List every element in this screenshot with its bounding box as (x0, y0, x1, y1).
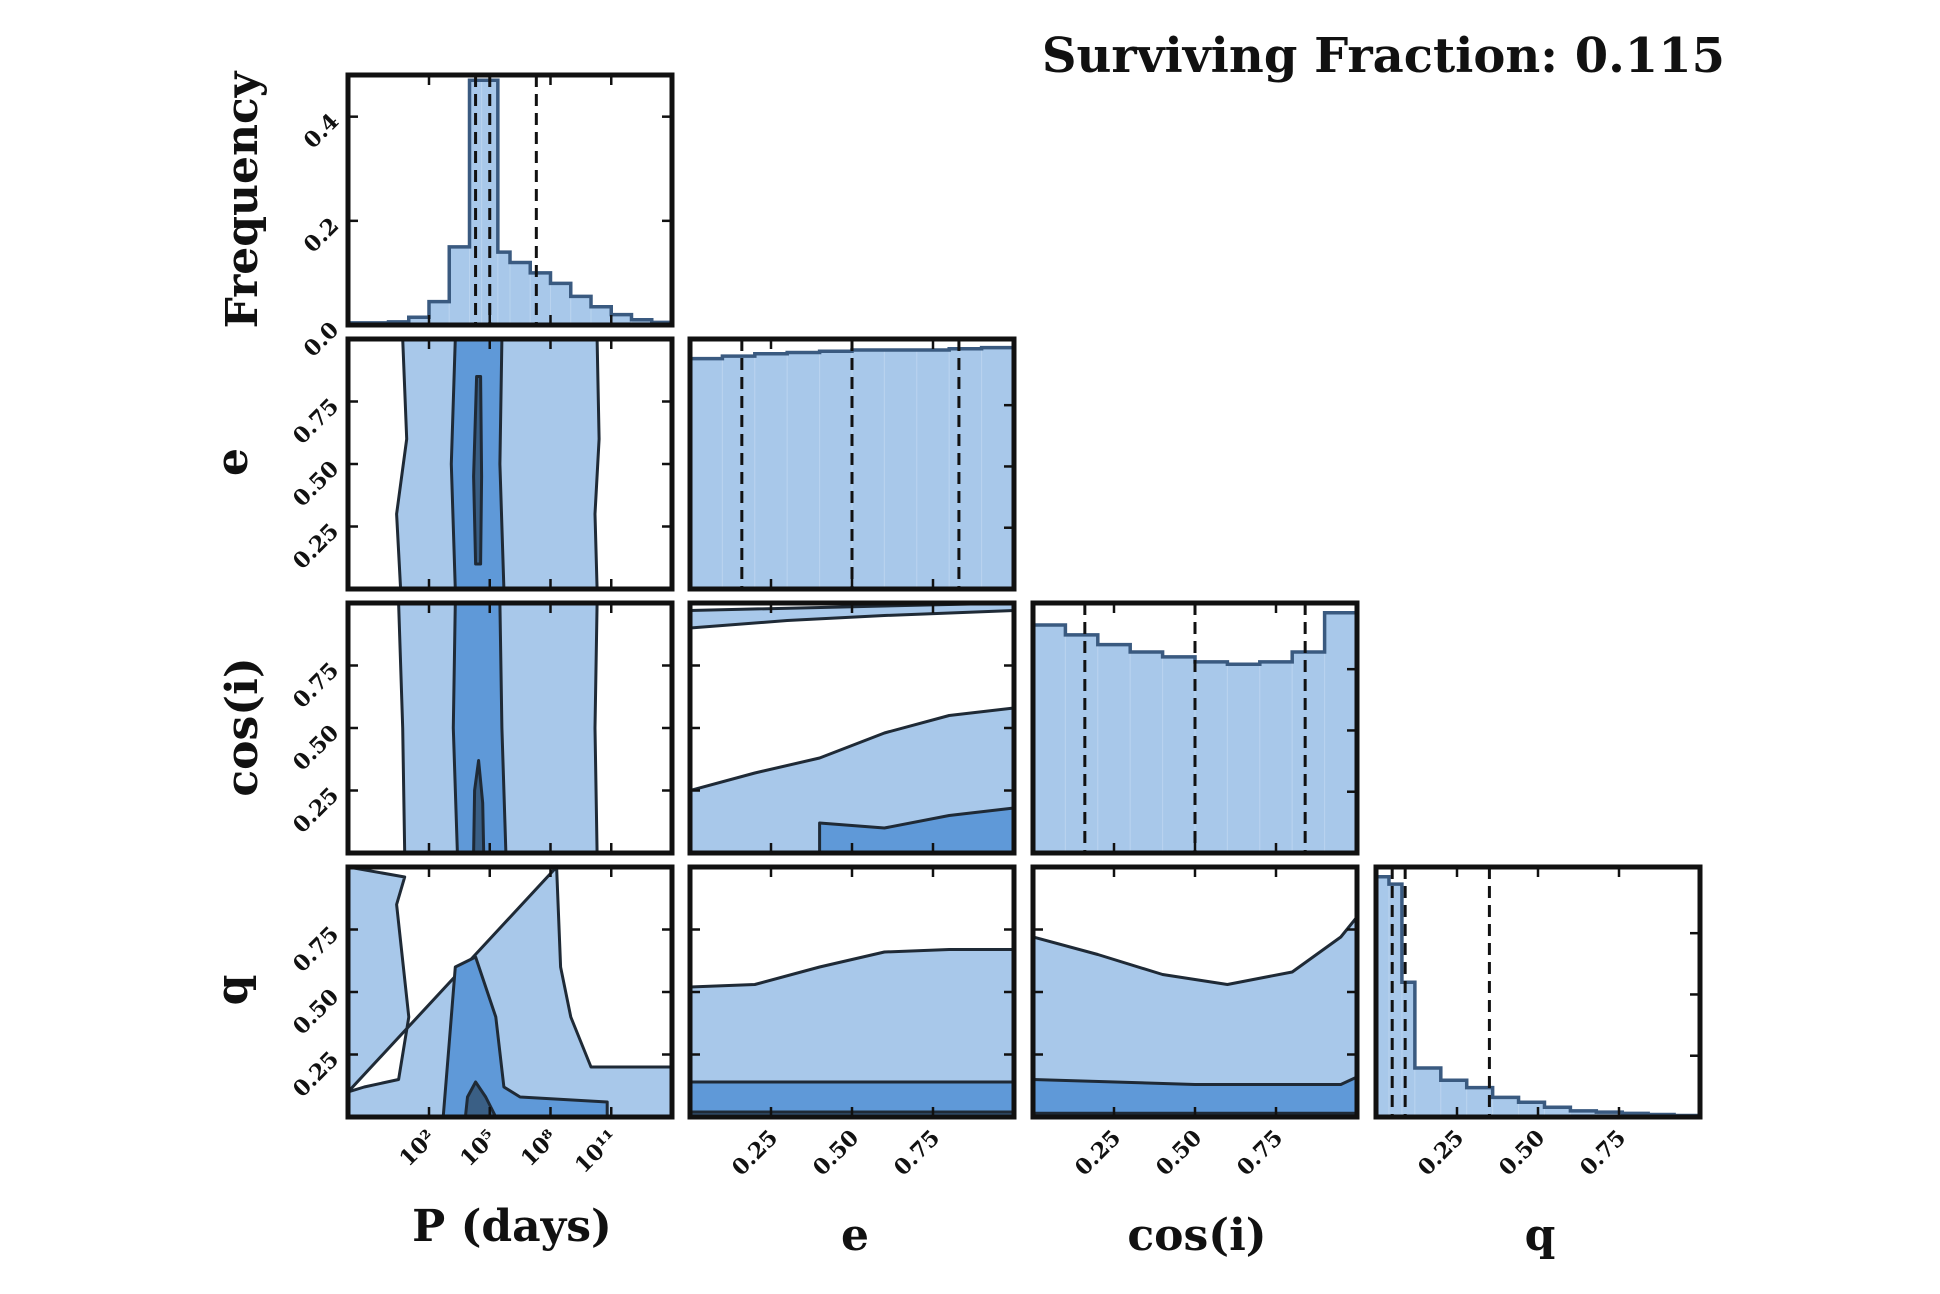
histogram-bar-q (1414, 1067, 1442, 1117)
x-tick-label-P: 10⁵ (455, 1125, 502, 1172)
contour-panel-cosi-q: 0.25 0.50 0.75 (1030, 864, 1360, 1181)
histogram-panel-cosi (1030, 600, 1360, 856)
histogram-outline-q (1376, 875, 1700, 1117)
contour-level-2 (451, 603, 508, 853)
histogram-bar-P (497, 251, 511, 325)
histogram-bar-e (690, 358, 723, 589)
panel-frame (345, 72, 675, 328)
histogram-panel-P: 0.0 0.2 0.4 (299, 72, 675, 362)
histogram-outline-P (348, 78, 672, 325)
contour-level-3 (472, 759, 486, 853)
y-tick-label-cosi: 0.50 (288, 720, 344, 776)
histogram-bar-P (509, 262, 531, 325)
x-tick-label-e: 0.75 (889, 1125, 945, 1181)
contour-level-3 (472, 375, 484, 566)
histogram-bar-e (786, 351, 821, 589)
histogram-bar-e (916, 349, 950, 589)
q-axis-label-bottom: q (1525, 1210, 1556, 1261)
histogram-bar-e (948, 348, 983, 589)
histogram-bar-P (570, 295, 592, 325)
histogram-bar-cosi (1129, 651, 1164, 853)
y-tick-label-e: 0.25 (288, 518, 344, 574)
histogram-bar-cosi (1162, 656, 1196, 853)
histogram-bar-cosi (1033, 624, 1066, 853)
y-tick-label-e: 0.50 (288, 456, 344, 512)
histogram-bar-cosi (1259, 661, 1293, 853)
histogram-bar-e (883, 349, 918, 589)
y-tick-label-q: 0.50 (288, 984, 344, 1040)
histogram-bar-e (851, 349, 885, 589)
contour-level-1 (690, 603, 1014, 853)
cosi-axis-label-bottom: cos(i) (1127, 1210, 1266, 1261)
x-tick-label-cosi: 0.25 (1070, 1125, 1126, 1181)
contour-level-1 (690, 948, 1014, 1117)
histogram-bar-cosi (1097, 644, 1131, 853)
x-tick-label-e: 0.25 (727, 1125, 783, 1181)
histogram-panel-e (687, 336, 1017, 592)
histogram-panel-q: 0.25 0.50 0.75 (1373, 864, 1703, 1181)
histogram-bar-cosi (1291, 651, 1326, 853)
y-tick-label-frequency: 0.4 (299, 109, 344, 154)
e-axis-label-left: e (207, 448, 258, 476)
histogram-bar-q (1440, 1079, 1468, 1117)
x-tick-label-cosi: 0.75 (1232, 1125, 1288, 1181)
cosi-axis-label-left: cos(i) (217, 657, 268, 796)
P-axis-label-bottom: P (days) (412, 1201, 612, 1252)
histogram-bar-P (550, 282, 572, 325)
x-tick-label-q: 0.25 (1413, 1125, 1469, 1181)
contour-level-1 (348, 867, 672, 1117)
contour-level-2 (818, 806, 1014, 853)
contour-panel-e-cosi (687, 600, 1017, 856)
histogram-bar-e (819, 350, 853, 589)
histogram-bar-P (448, 246, 470, 325)
contour-level-2 (441, 955, 609, 1117)
q-axis-label-left: q (207, 975, 258, 1006)
x-tick-label-q: 0.75 (1575, 1125, 1631, 1181)
histogram-bar-cosi (1324, 612, 1357, 853)
histogram-bar-e (721, 355, 756, 589)
histogram-bar-P (428, 301, 450, 325)
chart-title: Surviving Fraction: 0.115 (1042, 28, 1725, 84)
y-tick-label-cosi: 0.75 (288, 657, 344, 713)
histogram-bar-cosi (1064, 634, 1099, 853)
y-tick-label-q: 0.75 (288, 921, 344, 977)
histogram-bar-e (981, 347, 1014, 589)
frequency-axis-label: Frequency (217, 70, 268, 328)
contour-panel-P-cosi: 0.25 0.50 0.75 (288, 600, 675, 856)
histogram-bar-P (590, 306, 612, 325)
y-tick-label-frequency: 0.0 (299, 317, 344, 362)
contour-panel-e-q: 0.25 0.50 0.75 (687, 864, 1017, 1181)
histogram-outline-e (690, 345, 1014, 589)
x-tick-label-P: 10⁸ (516, 1125, 563, 1172)
contour-panel-P-e: 0.25 0.50 0.75 (288, 336, 675, 592)
histogram-bar-cosi (1194, 661, 1228, 853)
contour-level-1 (1033, 915, 1357, 1117)
contour-level-3 (463, 1080, 498, 1117)
histogram-bar-q (1492, 1096, 1520, 1117)
x-tick-label-P: 10² (394, 1125, 441, 1172)
x-tick-label-q: 0.50 (1494, 1125, 1550, 1181)
histogram-outline-cosi (1033, 611, 1357, 853)
x-tick-label-cosi: 0.50 (1151, 1125, 1207, 1181)
y-tick-label-frequency: 0.2 (299, 213, 344, 258)
y-tick-label-q: 0.25 (288, 1046, 344, 1102)
y-tick-label-e: 0.75 (288, 393, 344, 449)
contour-panel-P-q: 10² 10⁵ 10⁸ 10¹¹ 0.25 0.50 0.75 (288, 864, 675, 1179)
x-tick-label-e: 0.50 (808, 1125, 864, 1181)
histogram-bar-P (529, 272, 551, 325)
e-axis-label-bottom: e (841, 1210, 869, 1261)
histogram-bar-cosi (1226, 663, 1261, 853)
histogram-bar-e (754, 353, 788, 589)
y-tick-label-cosi: 0.25 (288, 782, 344, 838)
x-tick-label-P: 10¹¹ (570, 1125, 624, 1179)
